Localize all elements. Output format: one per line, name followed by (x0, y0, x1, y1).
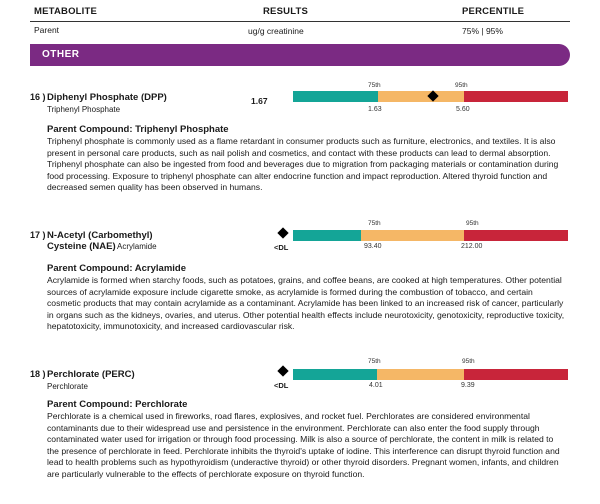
below-detection-limit: <DL (274, 381, 289, 390)
bar-segment-low (293, 230, 361, 241)
header-parent: Parent (34, 25, 60, 35)
item-parent: Perchlorate (47, 382, 88, 391)
p95-value: 5.60 (456, 106, 470, 113)
p75-value: 1.63 (368, 106, 382, 113)
header-metabolite: METABOLITE (34, 6, 98, 17)
item-parent: Triphenyl Phosphate (47, 105, 121, 114)
percentile-bar (293, 230, 568, 241)
bar-segment-mid (377, 369, 464, 380)
bar-segment-low (293, 369, 377, 380)
p75-value: 93.40 (364, 243, 382, 250)
bar-segment-low (293, 91, 378, 102)
p75-label: 75th (368, 82, 381, 89)
p75-value: 4.01 (369, 382, 383, 389)
header-divider (30, 21, 570, 22)
item-name: N-Acetyl (Carbomethyl) (47, 230, 153, 241)
p95-label: 95th (462, 358, 475, 365)
item-name: Diphenyl Phosphate (DPP) (47, 92, 167, 103)
parent-compound-title: Parent Compound: Perchlorate (47, 399, 188, 410)
section-title: OTHER (42, 49, 80, 60)
bar-segment-high (464, 369, 568, 380)
below-detection-limit: <DL (274, 243, 289, 252)
bar-segment-mid (378, 91, 464, 102)
p95-label: 95th (455, 82, 468, 89)
bar-segment-high (464, 230, 568, 241)
result-marker-icon (277, 365, 289, 377)
p95-value: 212.00 (461, 243, 483, 250)
header-percentile: PERCENTILE (462, 6, 525, 17)
bar-segment-mid (361, 230, 464, 241)
bar-segment-high (464, 91, 568, 102)
p95-label: 95th (466, 220, 479, 227)
section-bar-other: OTHER (30, 44, 570, 66)
percentile-bar (293, 91, 568, 102)
result-marker-icon (277, 227, 289, 239)
item-number: 17 ) (30, 230, 46, 240)
p75-label: 75th (368, 220, 381, 227)
item-result: 1.67 (251, 96, 268, 106)
parent-compound-title: Parent Compound: Acrylamide (47, 263, 187, 274)
header-units: ug/g creatinine (248, 26, 304, 36)
item-number: 16 ) (30, 92, 46, 102)
item-name-line2: Cysteine (NAE) (47, 241, 116, 252)
parent-compound-description: Triphenyl phosphate is commonly used as … (47, 136, 559, 193)
p95-value: 9.39 (461, 382, 475, 389)
parent-compound-title: Parent Compound: Triphenyl Phosphate (47, 124, 229, 135)
parent-compound-description: Acrylamide is formed when starchy foods,… (47, 275, 565, 332)
item-name: Perchlorate (PERC) (47, 369, 135, 380)
header-results: RESULTS (263, 6, 309, 17)
header-percentiles: 75% | 95% (462, 26, 503, 36)
item-number: 18 ) (30, 369, 46, 379)
p75-label: 75th (368, 358, 381, 365)
item-parent: Acrylamide (117, 242, 157, 251)
percentile-bar (293, 369, 568, 380)
parent-compound-description: Perchlorate is a chemical used in firewo… (47, 411, 560, 479)
